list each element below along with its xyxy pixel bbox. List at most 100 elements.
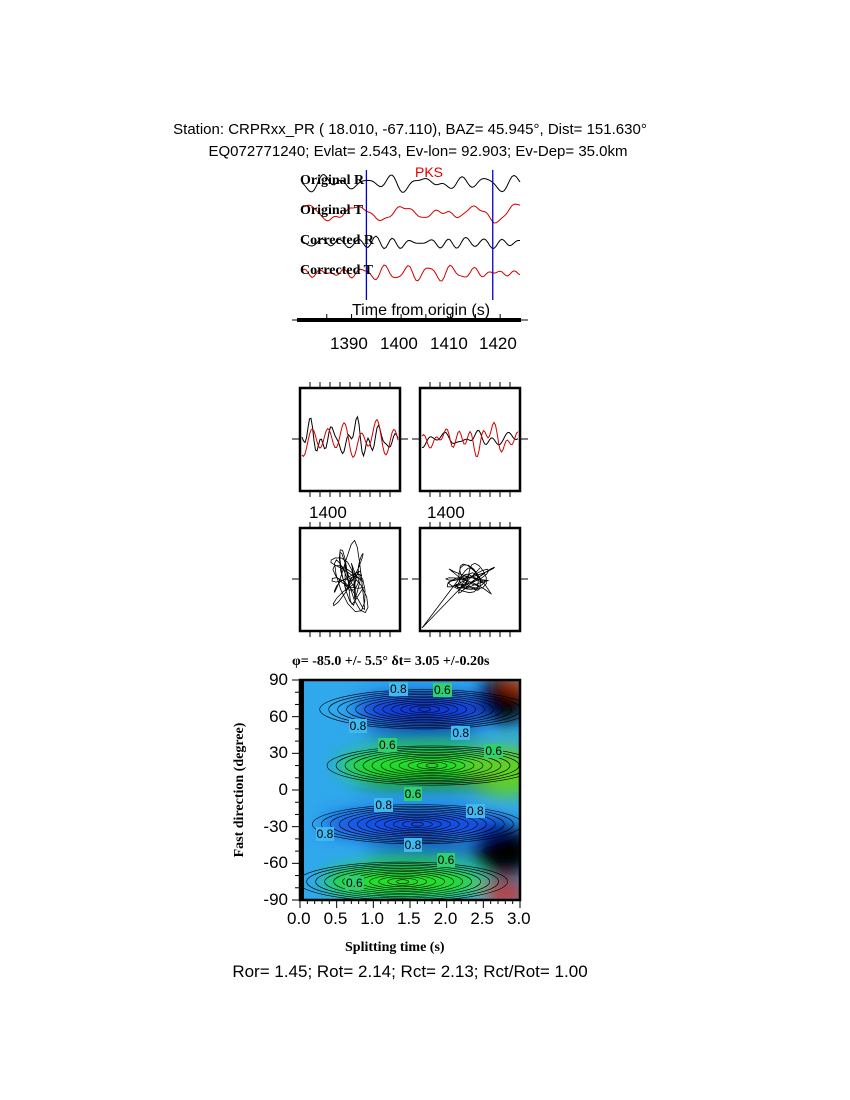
x-tick-label: 0.0 bbox=[287, 909, 311, 928]
particle-motion bbox=[330, 539, 369, 614]
trace-xlabel: Time from origin (s) bbox=[352, 302, 491, 319]
y-tick-label: -90 bbox=[263, 890, 288, 909]
contour-line bbox=[393, 818, 442, 830]
contour-label: 0.8 bbox=[315, 827, 335, 841]
waveform-trace bbox=[301, 418, 399, 459]
contour-label: 0.6 bbox=[436, 852, 456, 867]
contour-line bbox=[380, 755, 484, 776]
contour-line bbox=[348, 810, 487, 838]
contour-line bbox=[409, 705, 440, 714]
label-corrected-t: Corrected T bbox=[300, 263, 373, 278]
waveform-trace bbox=[301, 415, 399, 458]
misfit-region bbox=[501, 680, 520, 689]
waveform-trace bbox=[421, 421, 519, 458]
x-tick-label: 1.5 bbox=[397, 909, 421, 928]
contour-line bbox=[425, 763, 439, 768]
contour-label: 0.8 bbox=[374, 797, 394, 812]
contour-line bbox=[366, 813, 469, 835]
trace-xtick: 1400 bbox=[380, 334, 418, 353]
contour-line bbox=[373, 699, 476, 720]
misfit-region bbox=[475, 826, 520, 877]
box-xtick: 1400 bbox=[427, 503, 465, 522]
contour-line bbox=[391, 702, 458, 717]
waveform-trace bbox=[421, 429, 519, 449]
misfit-region bbox=[480, 883, 520, 900]
contour-title: φ= -85.0 +/- 5.5° δt= 3.05 +/-0.20s bbox=[292, 654, 490, 669]
contour-label: 0.8 bbox=[403, 838, 423, 852]
contour-line bbox=[353, 750, 511, 781]
trace-axis-bar bbox=[297, 318, 521, 322]
phase-label: PKS bbox=[415, 164, 444, 180]
trace-line bbox=[301, 203, 521, 224]
contour-line bbox=[407, 760, 457, 772]
contour-line bbox=[300, 861, 508, 900]
trace-xtick: 1410 bbox=[430, 334, 468, 353]
contour-map bbox=[300, 680, 520, 900]
contour-line bbox=[333, 868, 472, 896]
footer-ratios: Ror= 1.45; Rot= 2.14; Rct= 2.13; Rct/Rot… bbox=[232, 962, 588, 981]
contour-xlabel: Splitting time (s) bbox=[345, 940, 445, 955]
contour-line bbox=[371, 753, 493, 778]
trace-line bbox=[301, 235, 520, 250]
contour-line bbox=[382, 700, 467, 719]
y-tick-label: 90 bbox=[269, 670, 288, 689]
contour-label: 0.6 bbox=[378, 737, 397, 752]
trace-line bbox=[301, 264, 521, 282]
contour-line bbox=[328, 691, 520, 728]
contour-line bbox=[398, 758, 466, 773]
contour-line bbox=[315, 864, 490, 899]
contour-label: 0.6 bbox=[433, 682, 452, 697]
contour-label: 0.6 bbox=[403, 786, 423, 801]
contour-line bbox=[362, 752, 502, 780]
event-info: EQ072771240; Evlat= 2.543, Ev-lon= 92.90… bbox=[208, 143, 628, 160]
waveform-box bbox=[418, 526, 522, 633]
station-info: Station: CRPRxx_PR ( 18.010, -67.110), B… bbox=[173, 121, 647, 138]
contour-label: 0.6 bbox=[345, 875, 364, 890]
contour-label: 0.6 bbox=[484, 743, 504, 758]
trace-xtick: 1420 bbox=[479, 334, 517, 353]
misfit-region bbox=[322, 863, 483, 900]
contour-line bbox=[418, 707, 431, 712]
trace-panel bbox=[292, 170, 528, 322]
x-tick-label: 1.0 bbox=[360, 909, 384, 928]
particle-motion bbox=[421, 562, 495, 629]
contour-line bbox=[324, 866, 481, 897]
y-tick-label: 60 bbox=[269, 706, 288, 726]
misfit-region bbox=[364, 847, 485, 856]
contour-axes bbox=[292, 678, 522, 908]
contour-line bbox=[387, 877, 418, 886]
x-tick-label: 0.5 bbox=[323, 909, 348, 928]
contour-line bbox=[402, 820, 433, 829]
box-xtick: 1400 bbox=[309, 503, 347, 522]
waveform-boxes bbox=[292, 382, 528, 637]
contour-line bbox=[389, 756, 475, 775]
map-edge bbox=[300, 680, 304, 900]
y-tick-label: 30 bbox=[269, 743, 288, 763]
label-original-r: Original R bbox=[300, 173, 365, 188]
contour-line bbox=[337, 692, 512, 727]
contour-line bbox=[335, 747, 520, 784]
contour-line bbox=[369, 874, 436, 889]
contour-line bbox=[416, 761, 448, 770]
contour-line bbox=[357, 812, 478, 837]
contour-line bbox=[396, 879, 409, 884]
contour-line bbox=[319, 689, 520, 730]
contour-line bbox=[364, 697, 485, 722]
contour-line bbox=[355, 695, 494, 723]
contour-line bbox=[342, 869, 463, 894]
x-tick-label: 2.5 bbox=[470, 909, 494, 928]
x-tick-label: 3.0 bbox=[507, 909, 531, 928]
x-tick-label: 2.0 bbox=[433, 909, 458, 928]
contour-label: 0.8 bbox=[389, 681, 408, 696]
contour-line bbox=[346, 694, 503, 725]
contour-line bbox=[384, 817, 451, 832]
label-original-t: Original T bbox=[300, 203, 364, 218]
y-tick-label: -30 bbox=[263, 816, 288, 836]
trace-line bbox=[301, 173, 521, 193]
contour-label: 0.8 bbox=[348, 719, 368, 734]
waveform-box bbox=[298, 386, 402, 493]
contour-line bbox=[375, 815, 460, 833]
contour-line bbox=[411, 821, 424, 827]
